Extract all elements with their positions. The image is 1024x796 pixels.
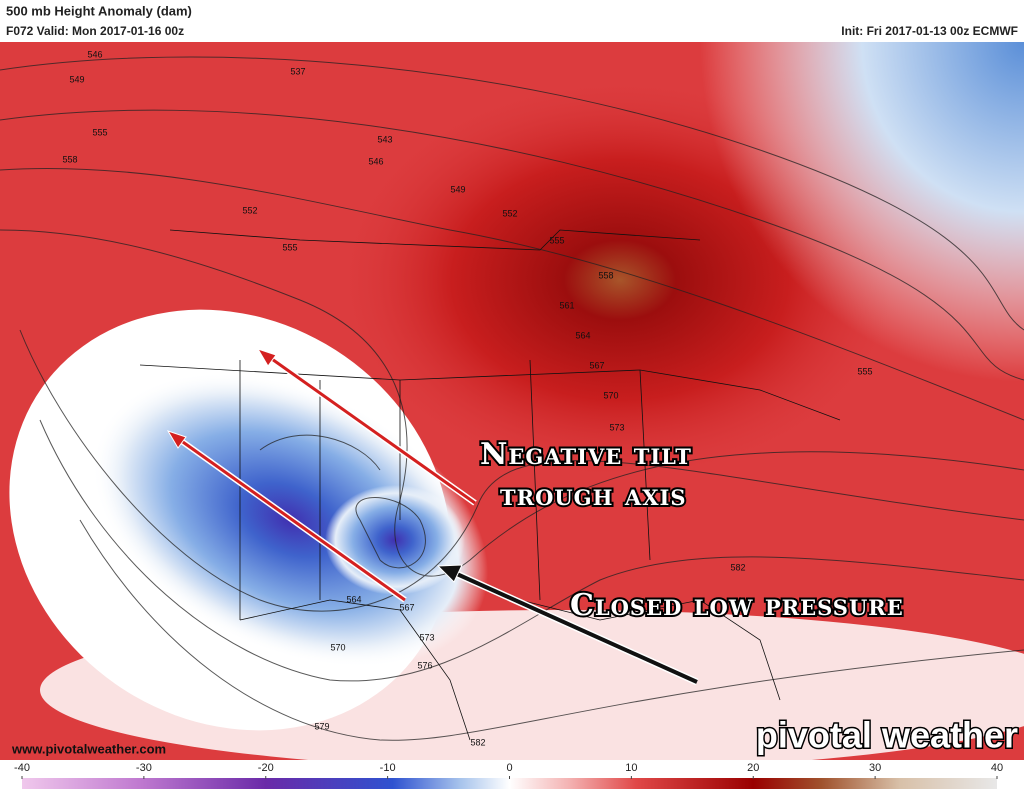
contour-label: 555 — [549, 235, 564, 245]
contour-label: 552 — [502, 208, 517, 218]
title: 500 mb Height Anomaly (dam) — [6, 3, 192, 18]
colorbar-tick-label: -40 — [14, 762, 30, 774]
contour-label: 582 — [730, 562, 745, 572]
contour-label: 564 — [346, 594, 361, 604]
northeast-anomaly — [700, 42, 1024, 382]
contour-label: 564 — [575, 330, 590, 340]
contour-label: 570 — [603, 390, 618, 400]
annotation: Closed low pressure — [570, 588, 904, 623]
colorbar-tick-label: -10 — [380, 762, 396, 774]
source-url: www.pivotalweather.com — [11, 741, 166, 756]
contour-label: 558 — [62, 154, 77, 164]
contour-label: 546 — [368, 156, 383, 166]
colorbar-tick-label: 10 — [625, 762, 637, 774]
colorbar-tick-label: 30 — [869, 762, 881, 774]
contour-label: 546 — [87, 49, 102, 59]
annotation: trough axis — [500, 478, 686, 513]
contour-labels: 546 549 537 555 558 543 546 549 552 552 555 555 558 5… — [62, 49, 872, 747]
contour-label: 561 — [559, 300, 574, 310]
colorbar-tick-label: -30 — [136, 762, 152, 774]
colorbar-ticks: -40 -30 -20 -10 0 10 20 30 40 — [14, 762, 1003, 779]
colorbar — [22, 778, 997, 789]
arrow-head — [256, 348, 277, 367]
arrow-head — [166, 430, 187, 449]
trough-axis-arrows — [166, 348, 699, 686]
contour-label: 558 — [598, 270, 613, 280]
contours — [0, 56, 1024, 741]
contour-label: 552 — [242, 205, 257, 215]
colorbar-tick-label: 40 — [991, 762, 1003, 774]
arrow — [172, 433, 406, 602]
contour-label: 537 — [290, 66, 305, 76]
contour-label: 567 — [589, 360, 604, 370]
contour-label: 579 — [314, 721, 329, 731]
arrow — [261, 350, 476, 505]
contour-label: 576 — [417, 660, 432, 670]
contour-label: 555 — [282, 242, 297, 252]
colorbar-tick-label: -20 — [258, 762, 274, 774]
contour-label: 570 — [330, 642, 345, 652]
contour-label: 549 — [69, 74, 84, 84]
contour-label: 567 — [399, 602, 414, 612]
map: 546 549 537 555 558 543 546 549 552 552 555 555 558 5… — [0, 42, 1024, 760]
annotation: Negative tilt — [480, 437, 692, 472]
arrow — [447, 568, 698, 684]
contour-label: 555 — [92, 127, 107, 137]
contour-label: 549 — [450, 184, 465, 194]
contour-label: 573 — [419, 632, 434, 642]
colorbar-tick-label: 20 — [747, 762, 759, 774]
contour-label: 582 — [470, 737, 485, 747]
contour-label: 555 — [857, 366, 872, 376]
logo: pivotal weather — [756, 715, 1018, 756]
arrow-head — [436, 564, 463, 583]
contour-label: 543 — [377, 134, 392, 144]
init-time: Init: Fri 2017-01-13 00z ECMWF — [841, 24, 1018, 38]
colorbar-tick-label: 0 — [506, 762, 512, 774]
valid-time: F072 Valid: Mon 2017-01-16 00z — [6, 24, 184, 38]
contour-label: 573 — [609, 422, 624, 432]
